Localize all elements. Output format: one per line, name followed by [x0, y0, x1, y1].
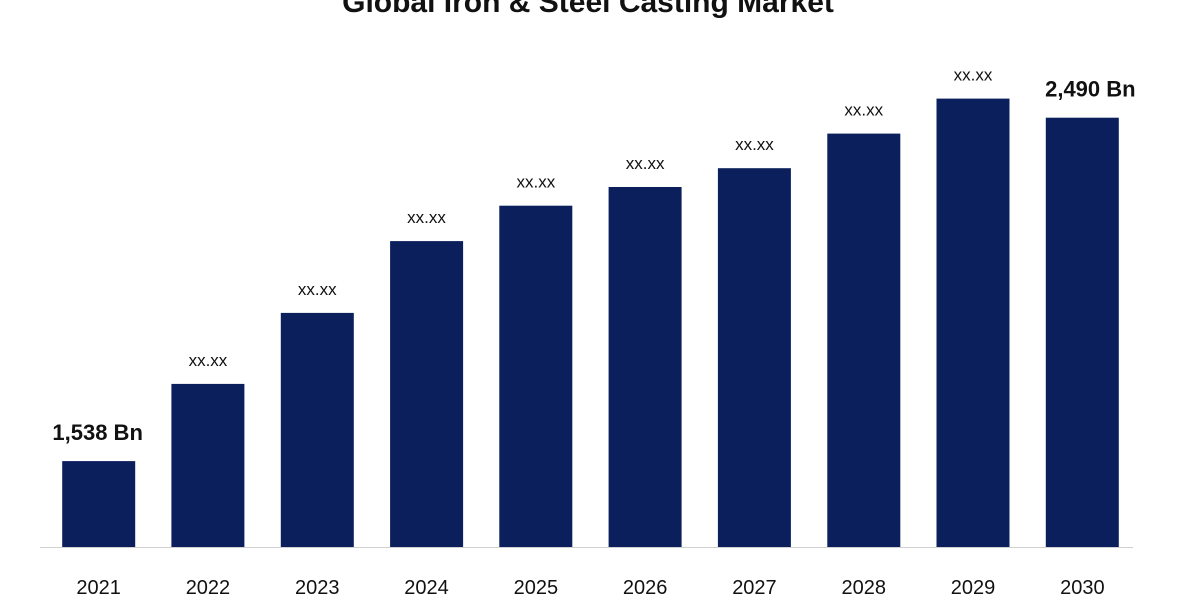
data-label-2024: xx.xx: [407, 208, 446, 227]
bar-2029: [936, 98, 1010, 547]
x-tick-2021: 2021: [76, 577, 121, 599]
bar-2027: [717, 168, 791, 547]
x-tick-2024: 2024: [404, 577, 449, 599]
x-tick-2022: 2022: [186, 577, 231, 599]
data-label-2027: xx.xx: [735, 135, 774, 154]
bar-2025: [499, 205, 573, 547]
bar-2028: [827, 133, 901, 547]
chart-title: Global Iron & Steel Casting Market: [342, 0, 834, 19]
data-label-2022: xx.xx: [189, 351, 228, 370]
x-tick-2030: 2030: [1060, 577, 1105, 599]
x-tick-2028: 2028: [842, 577, 887, 599]
bar-2024: [390, 241, 464, 547]
x-tick-2025: 2025: [514, 577, 559, 599]
bar-2023: [280, 312, 354, 547]
data-label-2029: xx.xx: [954, 66, 993, 85]
bar-2021: [62, 461, 136, 547]
data-label-2023: xx.xx: [298, 280, 337, 299]
x-tick-2029: 2029: [951, 577, 996, 599]
bar-2022: [171, 383, 245, 547]
data-label-2025: xx.xx: [516, 173, 555, 192]
data-label-2021: 1,538 Bn: [52, 420, 143, 445]
x-tick-2027: 2027: [732, 577, 777, 599]
x-tick-2026: 2026: [623, 577, 668, 599]
data-label-2028: xx.xx: [844, 101, 883, 120]
bar-2030: [1045, 117, 1119, 547]
data-label-2026: xx.xx: [626, 154, 665, 173]
bar-2026: [608, 187, 682, 547]
data-label-2030: 2,490 Bn: [1045, 77, 1136, 102]
x-tick-2023: 2023: [295, 577, 340, 599]
